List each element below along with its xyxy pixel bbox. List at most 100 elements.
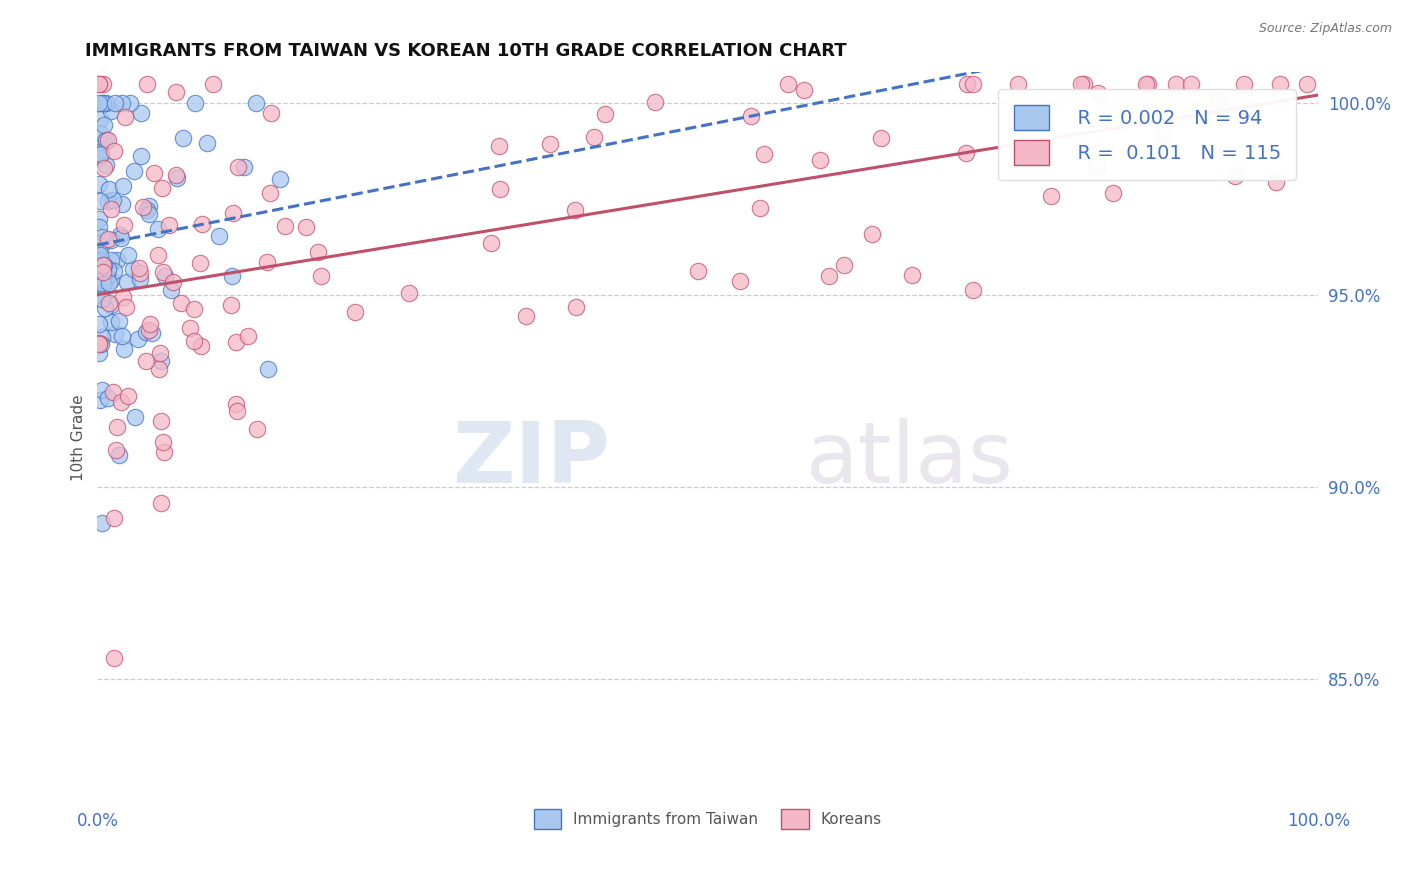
Point	[740, 109, 762, 123]
Point	[97, 392, 120, 406]
Point	[260, 106, 283, 120]
Point	[89, 277, 111, 291]
Point	[149, 354, 172, 368]
Point	[1085, 159, 1108, 173]
Point	[114, 110, 136, 124]
Point	[246, 422, 269, 436]
Point	[111, 290, 134, 304]
Point	[91, 273, 114, 287]
Point	[103, 511, 125, 525]
Point	[127, 332, 149, 346]
Point	[97, 261, 120, 276]
Point	[91, 293, 114, 307]
Text: atlas: atlas	[806, 417, 1014, 500]
Point	[103, 264, 125, 278]
Point	[90, 147, 112, 161]
Point	[87, 77, 110, 91]
Point	[110, 231, 132, 245]
Point	[89, 145, 111, 159]
Point	[87, 141, 110, 155]
Point	[257, 361, 280, 376]
Point	[188, 255, 211, 269]
Point	[138, 198, 160, 212]
Point	[226, 404, 249, 418]
Point	[97, 182, 120, 196]
Legend: Immigrants from Taiwan, Koreans: Immigrants from Taiwan, Koreans	[527, 803, 889, 835]
Point	[309, 268, 332, 283]
Point	[129, 272, 152, 286]
Point	[87, 151, 110, 165]
Point	[112, 179, 135, 194]
Point	[398, 285, 420, 300]
Point	[90, 238, 112, 252]
Point	[269, 172, 291, 186]
Point	[1101, 186, 1123, 200]
Point	[808, 153, 831, 168]
Point	[1206, 93, 1229, 107]
Point	[104, 96, 127, 111]
Point	[93, 161, 115, 175]
Point	[152, 435, 174, 450]
Point	[96, 270, 118, 285]
Point	[91, 383, 114, 397]
Point	[122, 163, 145, 178]
Point	[1233, 77, 1256, 91]
Point	[538, 137, 561, 152]
Point	[128, 260, 150, 275]
Point	[87, 317, 110, 331]
Point	[644, 95, 666, 109]
Text: ZIP: ZIP	[453, 417, 610, 500]
Point	[179, 320, 201, 334]
Point	[91, 96, 114, 111]
Point	[100, 273, 122, 287]
Point	[1007, 77, 1029, 91]
Point	[184, 95, 207, 110]
Point	[107, 420, 129, 434]
Point	[93, 301, 115, 316]
Point	[162, 276, 184, 290]
Point	[135, 77, 157, 91]
Point	[1073, 77, 1095, 91]
Point	[152, 265, 174, 279]
Point	[245, 95, 267, 110]
Point	[752, 147, 775, 161]
Point	[93, 135, 115, 149]
Point	[219, 298, 242, 312]
Point	[87, 77, 110, 91]
Point	[132, 200, 155, 214]
Point	[150, 414, 173, 428]
Point	[112, 218, 135, 232]
Point	[103, 144, 125, 158]
Point	[104, 327, 127, 342]
Point	[226, 160, 249, 174]
Point	[87, 96, 110, 111]
Point	[100, 103, 122, 118]
Point	[294, 219, 316, 234]
Point	[117, 389, 139, 403]
Point	[100, 253, 122, 268]
Point	[157, 218, 180, 232]
Point	[89, 237, 111, 252]
Point	[101, 384, 124, 399]
Point	[148, 362, 170, 376]
Point	[100, 233, 122, 247]
Point	[901, 268, 924, 283]
Point	[190, 339, 212, 353]
Point	[97, 133, 120, 147]
Point	[105, 443, 128, 458]
Point	[172, 131, 194, 145]
Point	[564, 202, 586, 217]
Point	[87, 219, 110, 234]
Point	[274, 219, 297, 233]
Point	[87, 177, 110, 191]
Point	[1135, 77, 1157, 91]
Point	[190, 217, 212, 231]
Point	[870, 130, 893, 145]
Point	[87, 148, 110, 162]
Point	[488, 138, 510, 153]
Point	[91, 329, 114, 343]
Point	[776, 77, 799, 91]
Point	[962, 77, 984, 91]
Point	[115, 275, 138, 289]
Point	[225, 397, 247, 411]
